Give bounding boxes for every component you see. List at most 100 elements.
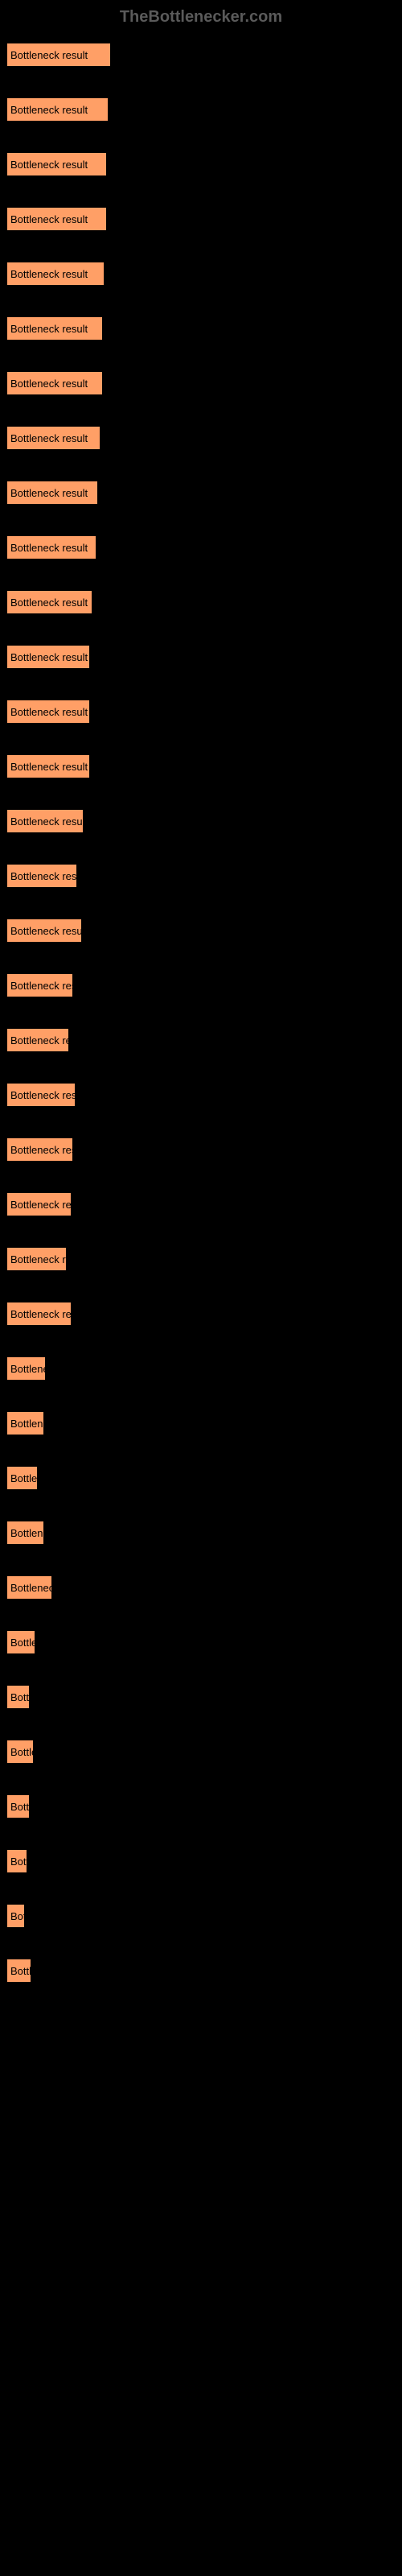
- bar-inner-label: Bottleneck result: [7, 1472, 37, 1484]
- bar-container: Bottleneck result: [6, 1575, 402, 1600]
- bar-container: 47Bottleneck result: [6, 152, 402, 176]
- bar-container: Bottleneck result: [6, 1521, 402, 1545]
- bar-container: Bottleneck result: [6, 1302, 402, 1326]
- bar: Bottleneck result: [6, 864, 77, 888]
- bar: Bottleneck result: [6, 1740, 34, 1764]
- bar-inner-label: Bottleneck result: [7, 323, 88, 335]
- bar-container: Bottleneck result: [6, 973, 402, 997]
- bar-row: Bottleneck result: [6, 754, 402, 778]
- bar: Bottleneck result: [6, 426, 100, 450]
- bar-container: 49Bottleneck result: [6, 43, 402, 67]
- bar-container: Bottleneck result: [6, 1356, 402, 1381]
- bar-inner-label: Bottleneck result: [7, 870, 76, 882]
- bar-row: Bottleneck result: [6, 1904, 402, 1928]
- bar-row: Bottleneck result: [6, 1466, 402, 1490]
- bar: Bottleneck result: [6, 590, 92, 614]
- bar: Bottleneck result: [6, 700, 90, 724]
- watermark-text: TheBottlenecker.com: [0, 8, 402, 27]
- bar-row: Bottleneck result: [6, 1959, 402, 1983]
- bar: Bottleneck result: [6, 1247, 67, 1271]
- bar-inner-label: Bottleneck result: [7, 1910, 24, 1922]
- bar: Bottleneck result: [6, 481, 98, 505]
- bar-inner-label: Bottleneck result: [7, 1582, 51, 1594]
- bar-inner-label: Bottleneck result: [7, 925, 81, 937]
- bar-container: Bottleneck result: [6, 1904, 402, 1928]
- bar-container: Bottleneck result: [6, 1630, 402, 1654]
- bar-row: Bottleneck result: [6, 1575, 402, 1600]
- bar: Bottleneck result: [6, 1028, 69, 1052]
- bar: Bottleneck result: [6, 754, 90, 778]
- bar: Bottleneck result: [6, 809, 84, 833]
- bar-inner-label: Bottleneck result: [7, 487, 88, 499]
- bar-row: Bottleneck result: [6, 809, 402, 833]
- bar-inner-label: Bottleneck result: [7, 651, 88, 663]
- bar-inner-label: Bottleneck result: [7, 1199, 71, 1211]
- bar-row: Bottleneck result: [6, 1137, 402, 1162]
- bar-row: Bottleneck result: [6, 1740, 402, 1764]
- bar-inner-label: Bottleneck result: [7, 268, 88, 280]
- bar: Bottleneck result: [6, 152, 107, 176]
- bar-row: 49Bottleneck result: [6, 43, 402, 67]
- bar: Bottleneck result: [6, 97, 109, 122]
- bar-container: 46Bottleneck result: [6, 262, 402, 286]
- bar-container: Bottleneck result: [6, 1083, 402, 1107]
- bar: Bottleneck result: [6, 43, 111, 67]
- bar-container: 44Bottleneck result: [6, 426, 402, 450]
- bar-container: Bottleneck result: [6, 1028, 402, 1052]
- bar: Bottleneck result: [6, 1904, 25, 1928]
- bar: Bottleneck result: [6, 645, 90, 669]
- bar-inner-label: Bottleneck result: [7, 1418, 43, 1430]
- bar-inner-label: Bottleneck result: [7, 761, 88, 773]
- bar-row: Bottleneck result: [6, 919, 402, 943]
- bar-inner-label: Bottleneck result: [7, 1034, 68, 1046]
- bar-inner-label: Bottleneck result: [7, 213, 88, 225]
- bar-inner-label: Bottleneck result: [7, 1691, 29, 1703]
- bar: Bottleneck result: [6, 1411, 44, 1435]
- bar-container: Bottleneck result: [6, 919, 402, 943]
- bar-row: Bottleneck result: [6, 1247, 402, 1271]
- bar-inner-label: Bottleneck result: [7, 1801, 29, 1813]
- bar-container: Bottleneck result: [6, 1247, 402, 1271]
- bar-row: Bottleneck result: [6, 1630, 402, 1654]
- bar-inner-label: Bottleneck result: [7, 104, 88, 116]
- bar-inner-label: Bottleneck result: [7, 1965, 31, 1977]
- bar-row: Bottleneck result: [6, 1411, 402, 1435]
- bar-row: Bottleneck result: [6, 1083, 402, 1107]
- bar-inner-label: Bottleneck result: [7, 1253, 66, 1265]
- bar: Bottleneck result: [6, 973, 73, 997]
- bar-container: Bottleneck result: [6, 1466, 402, 1490]
- bar: Bottleneck result: [6, 1521, 44, 1545]
- bar-row: Bottleneck result: [6, 481, 402, 505]
- bar-inner-label: Bottleneck result: [7, 1089, 75, 1101]
- bar-row: Bottleneck result: [6, 973, 402, 997]
- bar-row: 47Bottleneck result: [6, 207, 402, 231]
- bar-row: Bottleneck result: [6, 1302, 402, 1326]
- bar-container: Bottleneck result: [6, 754, 402, 778]
- bar: Bottleneck result: [6, 316, 103, 341]
- bar-inner-label: Bottleneck result: [7, 706, 88, 718]
- bar: Bottleneck result: [6, 371, 103, 395]
- bar-row: Bottleneck result: [6, 1685, 402, 1709]
- bar-inner-label: Bottleneck result: [7, 1308, 71, 1320]
- bar-container: Bottleneck result: [6, 1685, 402, 1709]
- bar-inner-label: Bottleneck result: [7, 597, 88, 609]
- bar: Bottleneck result: [6, 1959, 31, 1983]
- bar: Bottleneck result: [6, 1575, 52, 1600]
- bar: Bottleneck result: [6, 1192, 72, 1216]
- bar: Bottleneck result: [6, 1466, 38, 1490]
- bar-row: Bottleneck result: [6, 316, 402, 341]
- bar-container: Bottleneck result: [6, 590, 402, 614]
- bar-row: Bottleneck result: [6, 1849, 402, 1873]
- bar-container: Bottleneck result: [6, 1137, 402, 1162]
- bar-row: 48Bottleneck result: [6, 97, 402, 122]
- bar-container: Bottleneck result: [6, 316, 402, 341]
- bar: Bottleneck result: [6, 1849, 27, 1873]
- bar-container: Bottleneck result: [6, 1794, 402, 1818]
- bar-row: Bottleneck result: [6, 535, 402, 559]
- bar: Bottleneck result: [6, 1083, 76, 1107]
- bar-row: Bottleneck result: [6, 1521, 402, 1545]
- bar-inner-label: Bottleneck result: [7, 542, 88, 554]
- bar-row: Bottleneck result: [6, 590, 402, 614]
- bar: Bottleneck result: [6, 1794, 30, 1818]
- bar-container: 47Bottleneck result: [6, 207, 402, 231]
